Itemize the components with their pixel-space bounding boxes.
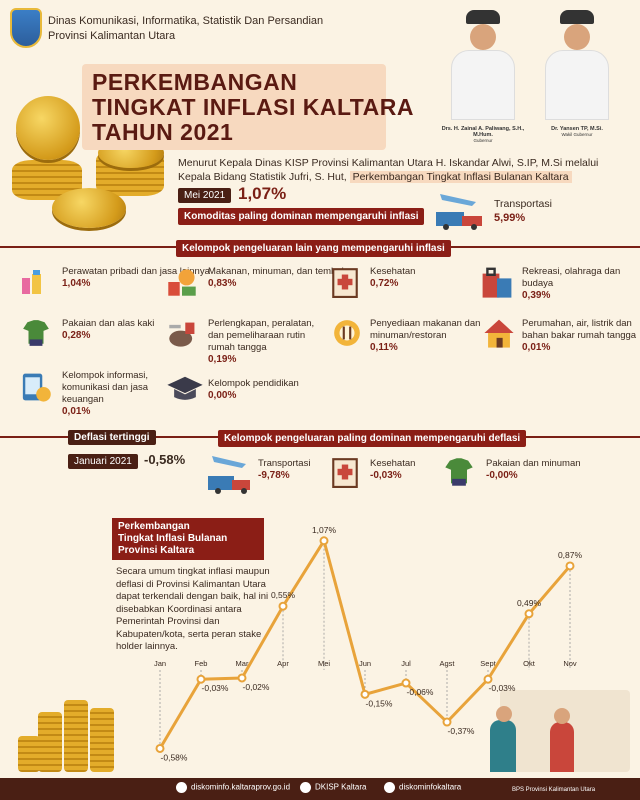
globe-icon [176,782,187,793]
facebook-icon [300,782,311,793]
instagram-icon [384,782,395,793]
transport-icon [208,456,250,494]
series-line [158,537,572,750]
data-point [360,689,370,699]
data-label: 0,87% [558,550,583,560]
footer-website[interactable]: diskominfo.kaltaraprov.go.id [176,782,290,793]
data-point [278,601,288,611]
clothing-icon [23,320,49,346]
x-tick-label: Jun [359,659,371,668]
x-tick-label: Mei [318,659,330,668]
x-tick-label: Mar [236,659,249,668]
data-point [524,609,534,619]
health-icon [332,268,358,298]
data-point [237,673,247,683]
x-tick-label: Jan [154,659,166,668]
agency-name: Dinas Komunikasi, Informatika, Statistik… [48,14,323,44]
dominant-commodity-value: 5,99% [494,212,526,224]
data-label: -0,02% [243,682,270,692]
group-information: Kelompok informasi, komunikasi dan jasa … [62,370,149,417]
information-finance-icon [22,373,51,402]
title-box [82,64,386,150]
governor-caption: Drs. H. Zainal A. Paliwang, S.H., M.Hum.… [441,126,525,143]
data-point [483,674,493,684]
dominant-commodity-name: Transportasi [494,198,552,210]
data-label: 0,55% [271,590,296,600]
chart-description: Secara umum tingkat inflasi maupun defla… [116,566,270,652]
data-label: -0,15% [366,698,393,708]
group-food: Makanan, minuman, dan tembakau 0,83% [208,266,357,289]
province-logo [10,8,42,48]
x-tick-label: Okt [523,659,536,668]
transport-icon [436,194,482,230]
data-point [319,536,329,546]
data-label: -0,03% [202,683,229,693]
governor-photo [448,10,518,120]
data-label: -0,06% [407,687,434,697]
group-household: Perlengkapan, peralatan, dan pemeliharaa… [208,318,315,365]
data-point [442,717,452,727]
x-tick-label: Nov [563,659,577,668]
food-icon [168,269,196,296]
group-housing: Perumahan, air, listrik dan bahan bakar … [522,318,637,353]
chart-title: Perkembangan Tingkat Inflasi Bulanan Pro… [112,518,264,560]
data-label: -0,03% [489,683,516,693]
health-icon [332,458,358,488]
footer-instagram[interactable]: diskominfokaltara [384,782,461,793]
agency-line1: Dinas Komunikasi, Informatika, Statistik… [48,15,324,27]
footer-facebook[interactable]: DKISP Kaltara [300,782,366,793]
data-label: -0,37% [448,726,475,736]
may-period-badge: Mei 2021 [178,188,232,203]
personal-care-icon [22,270,41,294]
deflation-dominant-title: Kelompok pengeluaran paling dominan memp… [218,430,527,447]
x-tick-label: Feb [195,659,208,668]
group-health: Kesehatan 0,72% [370,266,416,289]
other-groups-title: Kelompok pengeluaran lain yang mempengar… [176,240,451,257]
data-label: -0,58% [161,752,188,762]
footer-source: BPS Provinsi Kalimantan Utara [512,787,596,793]
agency-line2: Provinsi Kalimantan Utara [48,30,176,42]
restaurant-icon [334,320,360,346]
group-personal-care: Perawatan pribadi dan jasa lainnya 1,04% [62,266,210,289]
vice-governor-caption: Dr. Yansen TP, M.Si. Wakil Gubernur [551,126,603,137]
data-point [401,678,411,688]
deflation-item-clothing: Pakaian dan minuman -0,00% [486,458,581,481]
group-restaurant: Penyediaan makanan dan minuman/restoran 0… [370,318,481,353]
luggage-icon [482,267,512,298]
x-tick-label: Agst [439,659,455,668]
graduation-cap-icon [167,376,203,400]
footer-bar [0,778,640,800]
house-icon [484,319,514,348]
deflation-value: -0,58% [144,452,186,467]
x-tick-label: Jul [401,659,411,668]
intro-text: Menurut Kepala Dinas KISP Provinsi Kalim… [178,157,599,183]
data-label: 1,07% [312,525,337,535]
deflation-label: Deflasi tertinggi [68,430,156,445]
group-education: Kelompok pendidikan 0,00% [208,378,299,401]
data-point [565,561,575,571]
data-point [155,743,165,753]
vice-governor-photo [542,10,612,120]
x-tick-label: Apr [277,659,289,668]
clothing-icon [445,458,473,486]
group-clothing: Pakaian dan alas kaki 0,28% [62,318,155,341]
dominant-commodity-label: Komoditas paling dominan mempengaruhi in… [178,208,425,225]
deflation-item-health: Kesehatan -0,03% [370,458,416,481]
data-label: 0,49% [517,598,542,608]
deflation-period-badge: Januari 2021 [68,454,138,469]
page-title: PERKEMBANGAN TINGKAT INFLASI KALTARA TAH… [92,69,414,145]
group-recreation: Rekreasi, olahraga dan budaya 0,39% [522,266,621,301]
may-inflation-value: 1,07% [238,184,287,203]
deflation-item-transport: Transportasi -9,78% [258,458,311,481]
intro-highlight: Perkembangan Tingkat Inflasi Bulanan Kal… [349,171,572,183]
x-tick-label: Sept [480,659,496,668]
household-equipment-icon [169,322,195,347]
data-point [196,674,206,684]
